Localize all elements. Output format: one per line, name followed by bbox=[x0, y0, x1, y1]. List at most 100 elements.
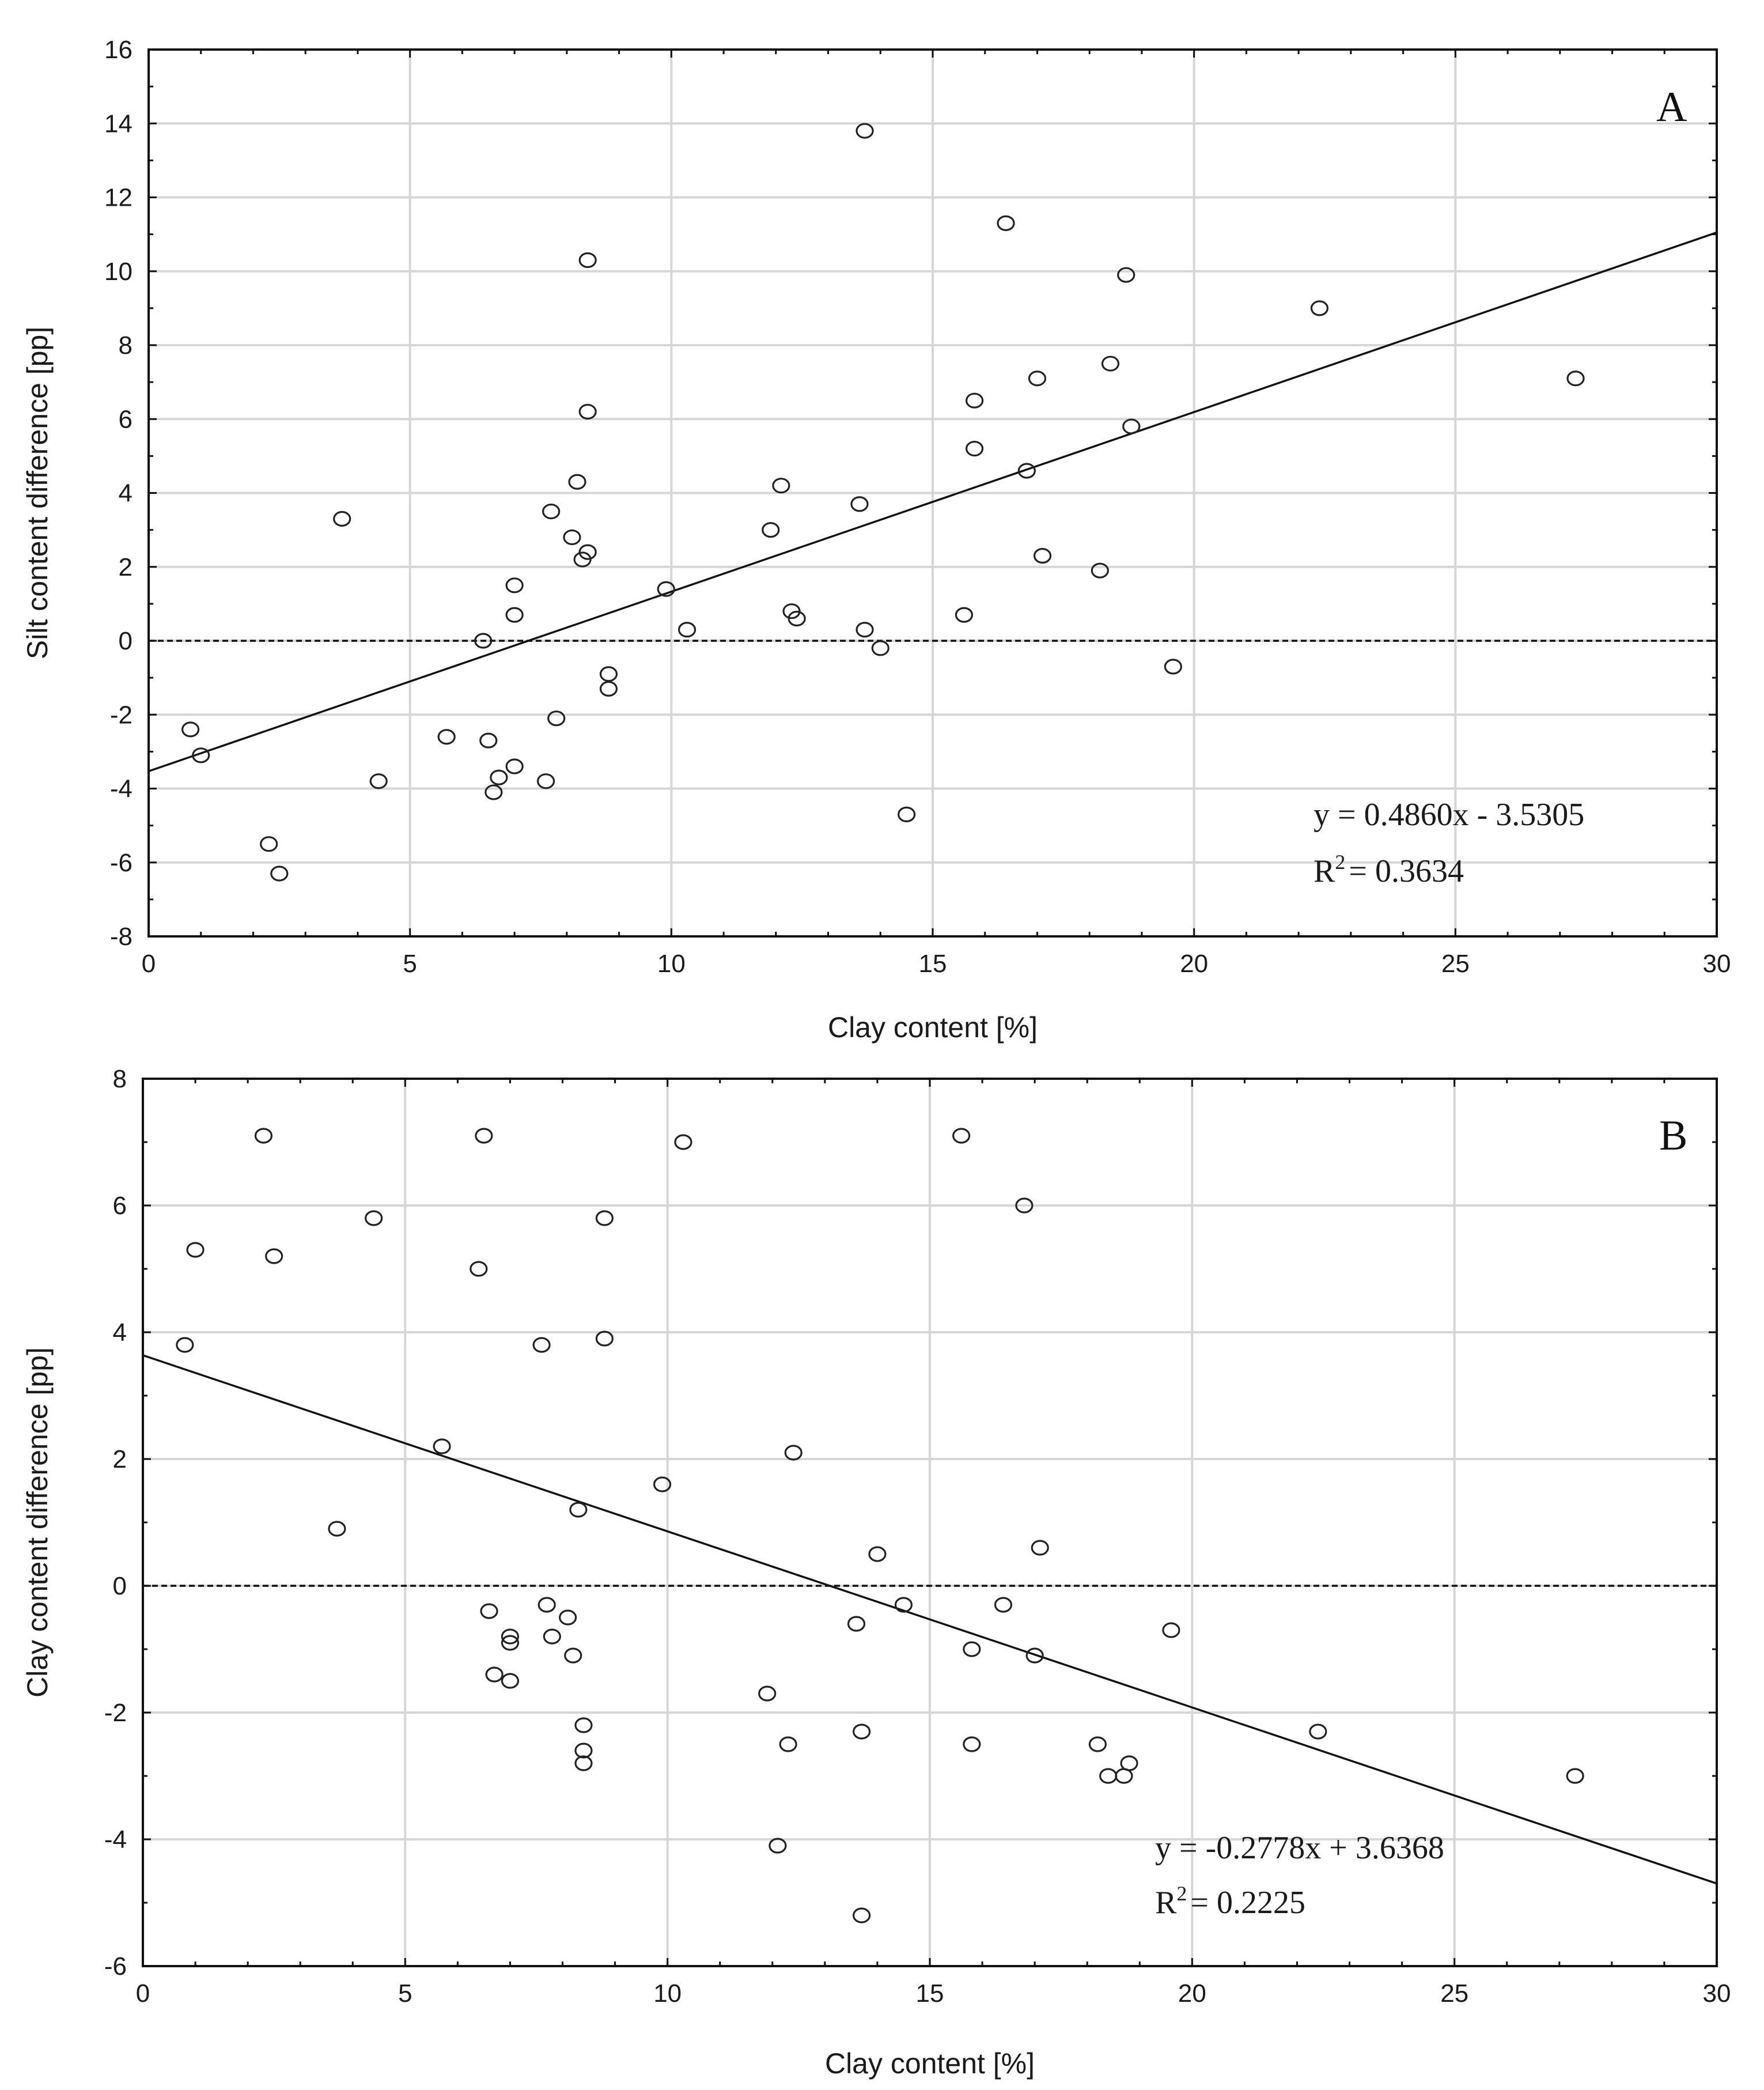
data-point bbox=[333, 511, 351, 527]
data-point bbox=[568, 474, 586, 490]
data-point bbox=[965, 440, 984, 457]
data-point bbox=[474, 633, 493, 649]
y-axis-label: Clay content difference [pp] bbox=[21, 1347, 54, 1698]
data-point bbox=[365, 1210, 383, 1226]
data-point bbox=[254, 1128, 273, 1144]
regression-line bbox=[142, 1354, 1717, 1885]
y-tick-label: 8 bbox=[119, 331, 133, 360]
data-point bbox=[578, 544, 597, 560]
data-point bbox=[1566, 1768, 1584, 1784]
x-tick-label: 25 bbox=[1440, 1979, 1468, 2008]
x-tick-label: 10 bbox=[653, 1979, 682, 2008]
data-point bbox=[1310, 300, 1329, 316]
data-point bbox=[855, 622, 874, 638]
data-point bbox=[574, 1755, 593, 1771]
x-tick-label: 0 bbox=[142, 950, 156, 978]
data-point bbox=[578, 252, 597, 269]
x-tick-label: 10 bbox=[657, 950, 686, 978]
data-point bbox=[186, 1242, 205, 1258]
data-point bbox=[1015, 1197, 1034, 1214]
data-point bbox=[595, 1331, 614, 1347]
data-point bbox=[772, 478, 790, 494]
data-point bbox=[485, 1666, 504, 1683]
y-tick-label: 2 bbox=[113, 1445, 127, 1473]
data-point bbox=[181, 721, 200, 738]
data-point bbox=[505, 577, 524, 594]
r-squared-label: R bbox=[1313, 853, 1335, 889]
data-point bbox=[543, 1628, 561, 1645]
regression-line bbox=[148, 231, 1717, 773]
y-tick-label: -2 bbox=[110, 701, 133, 729]
y-tick-label: 16 bbox=[104, 36, 133, 64]
data-point bbox=[484, 784, 503, 800]
data-point bbox=[369, 773, 388, 789]
y-tick-label: 6 bbox=[119, 405, 133, 433]
x-tick-label: 20 bbox=[1180, 950, 1208, 978]
y-tick-label: 4 bbox=[113, 1318, 127, 1347]
data-point bbox=[853, 1724, 871, 1740]
data-point bbox=[505, 758, 524, 774]
data-point bbox=[176, 1337, 194, 1353]
data-point bbox=[898, 806, 916, 822]
x-tick-label: 25 bbox=[1441, 950, 1470, 978]
data-point bbox=[501, 1635, 520, 1651]
y-tick-label: -4 bbox=[104, 1826, 127, 1854]
data-point bbox=[963, 1736, 981, 1752]
y-tick-label: 4 bbox=[119, 479, 133, 508]
data-point bbox=[788, 610, 806, 627]
data-point bbox=[599, 681, 618, 697]
data-point bbox=[270, 866, 289, 882]
data-point bbox=[963, 1641, 981, 1657]
data-point bbox=[994, 1597, 1013, 1613]
data-point bbox=[505, 607, 524, 623]
y-tick-label: -2 bbox=[104, 1699, 127, 1727]
data-point bbox=[599, 666, 618, 682]
r-squared-superscript: 2 bbox=[1176, 1882, 1187, 1905]
x-tick-label: 30 bbox=[1703, 950, 1731, 978]
r-squared-superscript: 2 bbox=[1335, 851, 1345, 874]
data-point bbox=[997, 215, 1015, 231]
data-point bbox=[894, 1597, 913, 1613]
data-point bbox=[955, 607, 974, 623]
data-point bbox=[1091, 562, 1109, 579]
data-point bbox=[1088, 1736, 1107, 1752]
data-point bbox=[847, 1616, 866, 1632]
x-tick-label: 15 bbox=[916, 1979, 944, 2008]
x-axis-label: Clay content [%] bbox=[825, 2047, 1035, 2080]
data-point bbox=[470, 1261, 488, 1277]
data-point bbox=[784, 1445, 802, 1461]
y-tick-label: 0 bbox=[113, 1572, 127, 1600]
y-tick-label: -6 bbox=[110, 849, 133, 877]
data-point bbox=[475, 1128, 493, 1144]
y-tick-label: 2 bbox=[119, 553, 133, 581]
data-point bbox=[479, 732, 498, 749]
data-point bbox=[965, 392, 984, 409]
x-tick-label: 30 bbox=[1703, 1979, 1731, 2008]
panel-a: 0 5 10 15 20 25 30 -8 -6 -4 -2 0 2 4 6 8 10 12 14 16 Clay co… bbox=[21, 36, 1731, 1044]
data-point bbox=[1164, 659, 1182, 675]
data-point bbox=[677, 622, 696, 638]
data-point bbox=[265, 1248, 283, 1264]
data-point bbox=[578, 403, 597, 420]
data-point bbox=[569, 1502, 588, 1518]
data-point bbox=[1115, 1768, 1133, 1784]
x-tick-label: 0 bbox=[136, 1979, 150, 2008]
data-point bbox=[653, 1476, 672, 1492]
y-axis-label: Silt content difference [pp] bbox=[21, 327, 54, 659]
data-point bbox=[328, 1521, 346, 1537]
data-point bbox=[674, 1134, 692, 1150]
data-point bbox=[1162, 1622, 1180, 1638]
data-point bbox=[1031, 1540, 1049, 1556]
data-point bbox=[1033, 547, 1052, 564]
data-point bbox=[532, 1337, 551, 1353]
data-point bbox=[762, 522, 780, 538]
data-point bbox=[1099, 1768, 1118, 1784]
panel-letter: A bbox=[1656, 84, 1687, 131]
data-point bbox=[1120, 1755, 1138, 1771]
data-point bbox=[855, 123, 874, 139]
y-tick-label: -6 bbox=[104, 1952, 127, 1981]
r-squared: R2 = 0.2225 bbox=[1155, 1882, 1305, 1921]
x-tick-label: 20 bbox=[1178, 1979, 1206, 2008]
r-squared-label: R bbox=[1155, 1885, 1177, 1921]
